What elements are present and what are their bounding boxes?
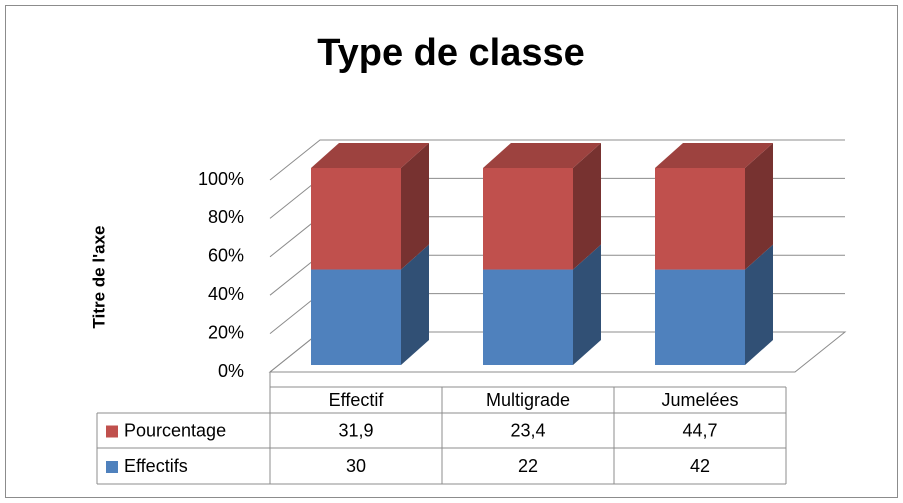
y-tick-label: 100% <box>198 169 244 189</box>
legend-swatch <box>106 425 118 438</box>
bar <box>311 269 401 365</box>
legend-label: Pourcentage <box>124 420 226 440</box>
x-tick-label: Multigrade <box>486 390 570 410</box>
table-value: 22 <box>518 456 538 476</box>
bar <box>311 168 401 270</box>
y-tick-label: 0% <box>218 361 244 381</box>
y-tick-label: 20% <box>208 322 244 342</box>
bar-top <box>655 143 773 168</box>
y-tick-label: 60% <box>208 246 244 266</box>
bar-side <box>573 143 601 270</box>
bar-top <box>311 143 429 168</box>
bar-side <box>745 244 773 365</box>
chart-title: Type de classe <box>317 32 585 74</box>
bar <box>483 269 573 365</box>
legend-swatch <box>106 461 118 473</box>
legend-label: Effectifs <box>124 456 188 476</box>
x-tick-label: Jumelées <box>661 390 738 410</box>
table-value: 31,9 <box>338 420 373 440</box>
table-value: 30 <box>346 456 366 476</box>
bar-top <box>483 143 601 168</box>
y-tick-label: 80% <box>208 207 244 227</box>
grid-line <box>269 139 845 181</box>
bar <box>655 269 745 365</box>
table-value: 42 <box>690 456 710 476</box>
y-axis-title: Titre de l'axe <box>89 226 108 329</box>
bar-side <box>573 244 601 365</box>
bar-side <box>745 143 773 270</box>
bar <box>483 168 573 270</box>
bar-side <box>401 244 429 365</box>
x-tick-label: Effectif <box>329 390 385 410</box>
table-value: 44,7 <box>682 420 717 440</box>
y-tick-label: 40% <box>208 284 244 304</box>
bar-side <box>401 143 429 270</box>
table-value: 23,4 <box>510 420 545 440</box>
bar <box>655 168 745 270</box>
